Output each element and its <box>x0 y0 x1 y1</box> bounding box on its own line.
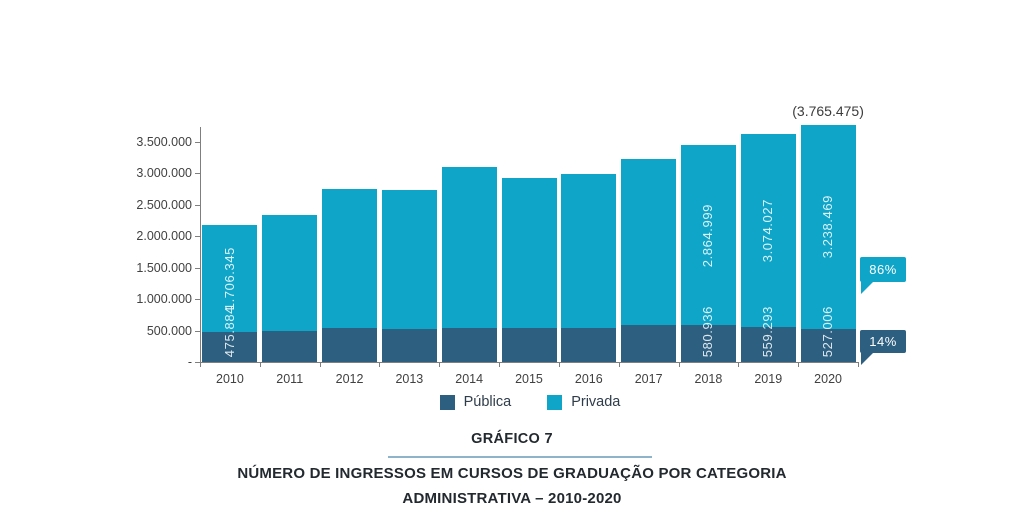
x-tick-mark <box>858 362 859 367</box>
y-tick-label: 1.000.000 <box>136 292 192 307</box>
bar-2010-publica <box>202 332 258 362</box>
x-label-2018: 2018 <box>694 372 723 386</box>
y-tick-mark <box>195 299 200 301</box>
legend-item-publica: Pública <box>439 394 512 410</box>
y-tick-mark <box>195 362 200 363</box>
bar-2011-publica <box>262 331 318 362</box>
legend-item-privada: Privada <box>547 394 620 410</box>
total-annotation: (3.765.475) <box>792 103 864 119</box>
y-tick-mark <box>195 204 200 206</box>
y-axis-line <box>200 127 201 363</box>
figure-title-line1: NÚMERO DE INGRESSOS EM CURSOS DE GRADUAÇ… <box>237 465 787 482</box>
x-tick-mark <box>558 362 560 367</box>
legend-label-publica: Pública <box>463 394 512 410</box>
bar-label-publica-2019: 559.293 <box>760 305 776 357</box>
figure-title-line2: ADMINISTRATIVA – 2010-2020 <box>402 490 622 507</box>
privada-swatch <box>547 394 563 410</box>
x-tick-mark <box>499 362 501 367</box>
y-tick-label: 3.500.000 <box>136 135 192 149</box>
y-tick-label: 3.000.000 <box>136 166 192 181</box>
x-tick-mark <box>738 362 740 367</box>
bar-2010-privada: 1.706.345 <box>202 224 258 333</box>
bar-2019-publica <box>740 326 796 362</box>
y-tick-mark <box>195 330 200 332</box>
bar-2013-publica <box>381 328 437 362</box>
x-label-2016: 2016 <box>574 372 603 386</box>
publica-swatch <box>439 394 455 410</box>
legend-label-privada: Privada <box>571 394 621 410</box>
x-label-2020: 2020 <box>814 372 842 386</box>
title-underline <box>388 456 652 458</box>
bar-2016-privada <box>561 174 617 328</box>
x-tick-mark <box>319 362 321 367</box>
x-label-2017: 2017 <box>634 372 663 386</box>
bar-2014-privada <box>441 166 497 328</box>
bar-2015-privada <box>501 178 557 329</box>
bar-2014-publica <box>441 327 497 362</box>
x-label-2019: 2019 <box>754 372 783 386</box>
y-tick-label: 500.000 <box>146 323 192 338</box>
x-label-2012: 2012 <box>335 372 364 386</box>
bar-2016-publica <box>561 327 617 362</box>
x-tick-mark <box>678 362 680 367</box>
x-label-2011: 2011 <box>276 372 304 386</box>
bar-2012-publica <box>322 327 378 362</box>
y-tick-label: 1.500.000 <box>136 260 192 275</box>
y-tick-label: 2.500.000 <box>136 197 192 212</box>
legend: Pública Privada <box>200 394 860 410</box>
bar-label-publica-2010: 475.884 <box>221 305 237 357</box>
bar-label-privada-2020: 3.238.469 <box>820 195 836 259</box>
y-tick-label: - <box>187 355 192 369</box>
y-tick-label: 2.000.000 <box>136 229 192 244</box>
y-tick-mark <box>195 173 200 175</box>
figure-number: GRÁFICO 7 <box>471 431 553 447</box>
bar-2018-privada: 2.864.999 <box>680 145 736 326</box>
bar-2020-publica <box>800 328 856 362</box>
x-axis-line <box>200 362 858 363</box>
callout-bubble-14%: 14% <box>860 330 906 353</box>
bar-label-publica-2020: 527.006 <box>820 305 836 357</box>
bar-2011-privada <box>262 214 318 332</box>
bar-2017-publica <box>621 324 677 362</box>
bar-label-privada-2018: 2.864.999 <box>700 203 716 268</box>
x-label-2014: 2014 <box>455 372 484 386</box>
x-tick-mark <box>439 362 441 367</box>
x-label-2015: 2015 <box>515 372 543 386</box>
callout-tail-14% <box>861 352 874 365</box>
x-tick-mark <box>618 362 620 367</box>
callout-bubble-86%: 86% <box>860 257 906 282</box>
bar-2019-privada: 3.074.027 <box>740 133 796 327</box>
x-label-2013: 2013 <box>395 372 424 386</box>
x-tick-mark <box>798 362 800 367</box>
bar-label-publica-2018: 580.936 <box>700 305 716 357</box>
bar-2012-privada <box>322 189 378 328</box>
y-tick-mark <box>195 267 200 269</box>
bar-2017-privada <box>621 159 677 325</box>
x-tick-mark <box>259 362 261 367</box>
bar-2013-privada <box>381 189 437 329</box>
bar-label-privada-2019: 3.074.027 <box>760 198 776 262</box>
y-tick-mark <box>195 236 200 238</box>
bar-2018-publica <box>680 325 736 362</box>
x-tick-mark <box>200 362 201 367</box>
bar-2015-publica <box>501 328 557 362</box>
bar-2020-privada: 3.238.469 <box>800 125 856 329</box>
callout-tail-86% <box>861 281 874 294</box>
x-label-2010: 2010 <box>216 372 244 386</box>
bar-label-privada-2010: 1.706.345 <box>221 246 237 311</box>
y-tick-mark <box>195 142 200 143</box>
x-tick-mark <box>379 362 381 367</box>
